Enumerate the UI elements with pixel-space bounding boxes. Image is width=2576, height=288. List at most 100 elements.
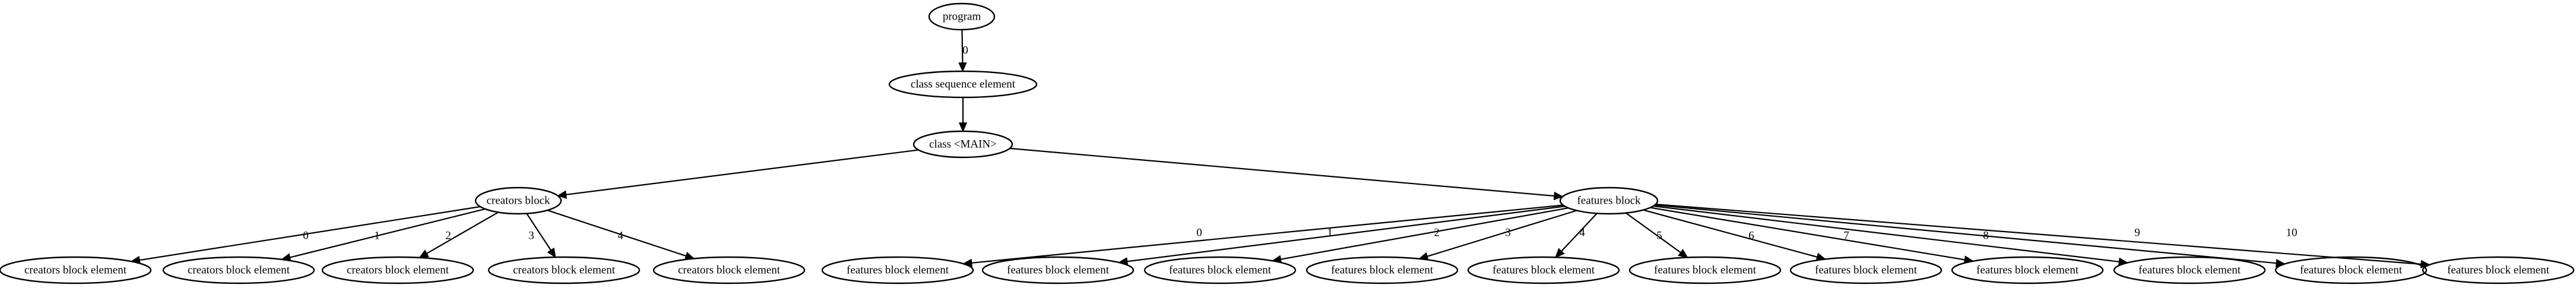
edge-line	[289, 208, 486, 258]
node-ellipse	[1467, 256, 1620, 284]
node-fbe6: features block element	[1789, 256, 1943, 284]
edge-fb-to-fbe5: 5	[1625, 212, 1688, 258]
edge-main-to-fb	[1009, 147, 1564, 201]
node-cbe3: creators block element	[487, 256, 641, 284]
edge-label: 6	[1748, 230, 1754, 242]
node-ellipse	[912, 130, 1013, 159]
edge-program-to-cse: 0	[958, 29, 968, 72]
edge-label: 2	[1434, 227, 1440, 239]
edge-label: 1	[374, 230, 380, 242]
node-ellipse	[474, 186, 562, 215]
edge-line	[1655, 204, 2277, 264]
node-label: creators block element	[513, 264, 616, 277]
edge-label: 0	[303, 230, 309, 242]
arrowhead-icon	[958, 122, 968, 132]
edge-fb-to-fbe3: 3	[1418, 210, 1577, 261]
arrowhead-icon	[1678, 249, 1688, 258]
node-cbe2: creators block element	[321, 256, 474, 284]
node-cbe0: creators block element	[0, 256, 152, 284]
node-label: features block	[1577, 195, 1641, 207]
node-label: features block element	[1331, 264, 1434, 277]
node-cbe4: creators block element	[652, 256, 806, 284]
edge-line	[1281, 207, 1569, 260]
node-label: features block element	[1493, 264, 1595, 277]
node-fbe7: features block element	[1951, 256, 2104, 284]
node-label: features block element	[1654, 264, 1757, 277]
edge-line	[1561, 213, 1598, 252]
edge-label: 3	[528, 230, 534, 242]
edge-label: 1	[1327, 227, 1333, 239]
arrowhead-icon	[1553, 191, 1564, 201]
edge-line	[1655, 204, 2422, 265]
edge-label: 4	[617, 230, 623, 242]
node-label: features block element	[1169, 264, 1272, 277]
node-label: creators block element	[24, 264, 127, 277]
edge-fb-to-fbe1: 1	[1117, 205, 1565, 266]
node-label: program	[943, 11, 981, 23]
node-label: creators block	[486, 195, 550, 207]
edge-line	[1127, 205, 1565, 262]
arrowhead-icon	[958, 62, 967, 72]
edge-line	[526, 213, 552, 251]
node-ellipse	[928, 2, 996, 31]
edge-line	[547, 210, 686, 257]
node-label: features block element	[1976, 264, 2079, 277]
node-ellipse	[1143, 256, 1297, 284]
edge-line	[139, 205, 481, 261]
node-fb: features block	[1559, 186, 1659, 215]
node-label: creators block element	[347, 264, 449, 277]
node-ellipse	[1306, 256, 1459, 284]
node-fbe3: features block element	[1306, 256, 1459, 284]
edge-label: 10	[2286, 227, 2298, 239]
edge-label: 2	[445, 230, 451, 242]
edges-layer: 00 1 2 3 4 0 1 2 3 4 5 6 7 8 9 10	[130, 29, 2431, 268]
node-ellipse	[1559, 186, 1659, 215]
node-fbe8: features block element	[2113, 256, 2266, 284]
nodes-layer: program class sequence element class <MAIN…	[0, 2, 2575, 284]
node-ellipse	[1628, 256, 1782, 284]
node-label: features block element	[1007, 264, 1110, 277]
edge-line	[971, 204, 1564, 264]
node-ellipse	[0, 256, 152, 284]
node-fbe0: features block element	[821, 256, 974, 284]
node-ellipse	[821, 256, 974, 284]
node-fbe2: features block element	[1143, 256, 1297, 284]
node-fbe4: features block element	[1467, 256, 1620, 284]
node-ellipse	[2274, 256, 2428, 284]
node-ellipse	[1789, 256, 1943, 284]
node-cse: class sequence element	[888, 70, 1038, 99]
node-ellipse	[2422, 256, 2575, 284]
node-fbe5: features block element	[1628, 256, 1782, 284]
node-cb: creators block	[474, 186, 562, 215]
node-label: features block element	[2300, 264, 2403, 277]
edge-fb-to-fbe6: 6	[1643, 209, 1827, 261]
node-label: features block element	[1815, 264, 1918, 277]
arrowhead-icon	[556, 190, 567, 199]
node-ellipse	[487, 256, 641, 284]
node-fbe10: features block element	[2422, 256, 2575, 284]
node-label: creators block element	[678, 264, 781, 277]
edge-label: 5	[1656, 230, 1662, 242]
edge-line	[1650, 207, 1965, 261]
node-label: class sequence element	[911, 78, 1016, 91]
node-program: program	[928, 2, 996, 31]
node-label: features block element	[2138, 264, 2241, 277]
edge-cb-to-cbe2: 2	[418, 211, 499, 258]
edge-cb-to-cbe3: 3	[526, 213, 556, 258]
node-label: creators block element	[188, 264, 290, 277]
edge-label: 0	[962, 45, 968, 57]
node-main: class <MAIN>	[912, 130, 1013, 159]
node-label: features block element	[847, 264, 949, 277]
edge-line	[1427, 210, 1577, 257]
arrowhead-icon	[1555, 248, 1565, 258]
node-ellipse	[652, 256, 806, 284]
edge-cse-to-main	[958, 97, 968, 132]
edge-label: 0	[1196, 227, 1202, 239]
edge-cb-to-cbe4: 4	[547, 210, 695, 260]
edge-line	[1625, 212, 1681, 254]
edge-line	[566, 149, 919, 195]
arrowhead-icon	[547, 247, 556, 258]
node-cbe1: creators block element	[162, 256, 315, 284]
node-fbe9: features block element	[2274, 256, 2428, 284]
